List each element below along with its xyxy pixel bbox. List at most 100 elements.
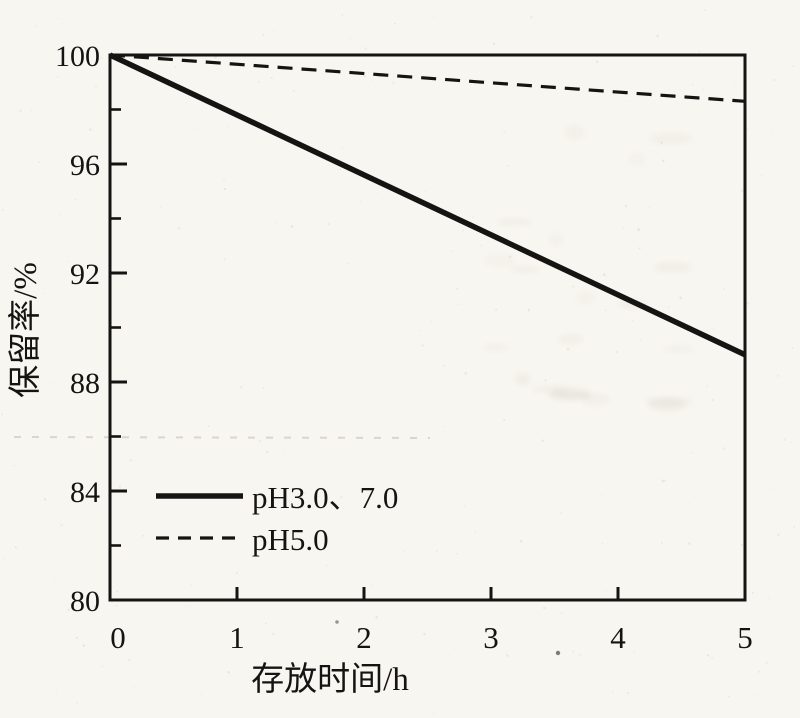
noise-dot [275, 221, 278, 224]
noise-dot [57, 75, 59, 78]
noise-dot [722, 447, 726, 450]
noise-dot [505, 654, 509, 657]
noise-dot [480, 244, 482, 247]
noise-dot [702, 88, 705, 91]
noise-dot [691, 451, 693, 454]
noise-dot [365, 299, 367, 301]
noise-dot [688, 542, 691, 545]
noise-dot [260, 461, 262, 463]
noise-dot [388, 263, 390, 265]
noise-dot [445, 226, 447, 228]
noise-dot [75, 636, 79, 640]
noise-dot [722, 288, 725, 291]
noise-dot [235, 571, 239, 575]
noise-dot [565, 364, 567, 366]
noise-dot [2, 557, 5, 560]
noise-dot [388, 299, 390, 301]
noise-dot [708, 114, 710, 116]
noise-dot [733, 85, 735, 87]
noise-dot [728, 695, 730, 698]
noise-dot [207, 425, 210, 428]
noise-dot [632, 650, 636, 653]
noise-dot [727, 652, 729, 654]
noise-dot [227, 670, 231, 674]
noise-dot [1, 413, 4, 416]
noise-dot [44, 455, 46, 457]
noise-dot [77, 380, 79, 382]
noise-dot [312, 98, 314, 100]
noise-dot [156, 446, 158, 448]
noise-dot [104, 405, 106, 407]
noise-dot [687, 502, 689, 504]
noise-dot [82, 644, 85, 648]
noise-dot [14, 546, 17, 549]
noise-dot [340, 496, 343, 499]
noise-dot [757, 670, 760, 673]
noise-dot [262, 387, 265, 389]
noise-dot [30, 110, 33, 113]
noise-dot [731, 281, 733, 283]
noise-dot [503, 418, 506, 421]
noise-dot [638, 247, 641, 250]
noise-dot [347, 263, 349, 265]
noise-dot [55, 692, 58, 695]
noise-dot [284, 145, 286, 148]
ghost-smudge [576, 291, 595, 305]
noise-dot [64, 327, 66, 329]
noise-dot [560, 611, 563, 615]
noise-dot [495, 308, 498, 311]
noise-dot [586, 472, 588, 475]
noise-dot [705, 385, 709, 388]
noise-dot [442, 426, 444, 428]
noise-dot [175, 322, 177, 324]
noise-dot [403, 551, 405, 553]
x-axis-title: 存放时间/h [251, 661, 409, 698]
noise-dot [164, 109, 166, 111]
noise-dot [100, 57, 103, 60]
noise-dot [639, 339, 642, 341]
noise-dot [579, 653, 582, 656]
noise-dot [382, 197, 384, 199]
noise-dot [341, 146, 343, 149]
noise-dot [656, 34, 659, 38]
noise-dot [538, 402, 540, 404]
noise-dot [148, 506, 150, 508]
noise-dot [67, 260, 69, 262]
noise-dot [222, 177, 226, 181]
noise-dot [474, 531, 476, 534]
noise-dot [392, 81, 395, 85]
noise-dot [615, 187, 617, 189]
noise-dot [20, 531, 22, 533]
noise-dot [492, 42, 495, 45]
noise-dot [368, 71, 370, 74]
noise-dot [30, 121, 32, 123]
noise-dot [67, 608, 71, 612]
noise-dot [565, 634, 567, 637]
noise-dot [741, 544, 743, 546]
ghost-smudge [564, 125, 586, 140]
noise-dot [433, 16, 436, 19]
noise-dot [327, 223, 330, 226]
noise-dot [324, 256, 326, 258]
noise-dot [292, 89, 295, 92]
noise-dot [56, 18, 58, 20]
noise-dot [177, 227, 181, 230]
noise-dot [118, 485, 122, 488]
x-axis-tick-label: 1 [229, 620, 245, 655]
y-axis-title: 保留率/% [7, 262, 44, 398]
noise-dot [751, 591, 754, 594]
noise-dot [257, 277, 259, 279]
axis-ticks [110, 108, 620, 600]
noise-dot [435, 550, 438, 553]
noise-dot [316, 495, 319, 499]
noise-dot [395, 714, 396, 716]
ghost-smudge [483, 254, 516, 267]
ghost-smudge [550, 386, 592, 399]
data-series [108, 52, 747, 358]
noise-dot [622, 227, 624, 230]
noise-dot [783, 438, 787, 441]
noise-dot [259, 439, 262, 443]
noise-dot [44, 156, 45, 158]
noise-dot [611, 690, 615, 693]
